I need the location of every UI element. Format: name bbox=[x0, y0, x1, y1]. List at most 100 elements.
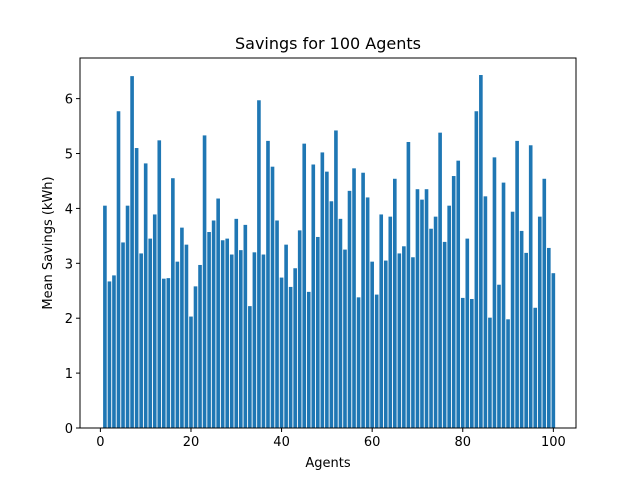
bar-agent-84 bbox=[479, 75, 483, 429]
plot-frame bbox=[79, 57, 577, 429]
bar-agent-11 bbox=[148, 238, 153, 428]
bar-agent-12 bbox=[152, 214, 157, 428]
bar-agent-19 bbox=[184, 244, 189, 428]
bar-agent-2 bbox=[107, 281, 112, 428]
bar-agent-20 bbox=[189, 316, 193, 428]
bar-agent-10 bbox=[143, 163, 148, 428]
bar-agent-63 bbox=[383, 260, 388, 428]
bar-agent-67 bbox=[402, 246, 406, 428]
bar-agent-50 bbox=[325, 171, 329, 428]
bar-agent-71 bbox=[420, 199, 424, 428]
bar-agent-42 bbox=[288, 286, 293, 428]
bar-agent-57 bbox=[356, 297, 361, 428]
bar-agent-35 bbox=[257, 100, 261, 429]
bar-agent-68 bbox=[406, 141, 411, 429]
bar-agent-14 bbox=[161, 278, 166, 428]
bar-agent-87 bbox=[492, 157, 497, 429]
bar-agent-53 bbox=[338, 218, 343, 428]
bar-agent-51 bbox=[329, 201, 334, 428]
bar-agent-61 bbox=[374, 294, 379, 428]
bar-agent-18 bbox=[180, 227, 184, 428]
bar-agent-49 bbox=[320, 152, 325, 429]
bar-agent-73 bbox=[429, 228, 433, 428]
bar-agent-41 bbox=[284, 244, 288, 428]
y-tick-label: 1 bbox=[65, 367, 73, 382]
x-tick-label: 40 bbox=[273, 435, 290, 450]
bar-agent-46 bbox=[306, 291, 311, 428]
bar-agent-5 bbox=[121, 242, 125, 428]
bar-agent-32 bbox=[243, 224, 248, 428]
bar-agent-75 bbox=[438, 132, 442, 428]
bar-agent-77 bbox=[447, 205, 451, 428]
bar-agent-78 bbox=[451, 176, 456, 428]
bar-agent-76 bbox=[442, 241, 447, 428]
bar-agent-45 bbox=[302, 143, 307, 428]
bar-agent-37 bbox=[266, 140, 270, 428]
y-tick-label: 0 bbox=[65, 422, 73, 437]
bar-agent-98 bbox=[542, 178, 547, 428]
bar-agent-69 bbox=[411, 257, 415, 428]
bar-agent-15 bbox=[166, 278, 171, 428]
x-tick-label: 80 bbox=[454, 435, 471, 450]
x-tick-label: 0 bbox=[96, 435, 104, 450]
bar-agent-90 bbox=[506, 319, 510, 428]
bar-agent-99 bbox=[547, 247, 551, 428]
bar-agent-43 bbox=[293, 268, 297, 428]
bars-group bbox=[103, 75, 556, 429]
bar-agent-58 bbox=[361, 172, 365, 428]
x-tick-label: 60 bbox=[364, 435, 381, 450]
bar-agent-96 bbox=[533, 307, 538, 428]
y-tick-label: 4 bbox=[65, 202, 73, 217]
bar-agent-4 bbox=[116, 111, 121, 428]
bar-agent-25 bbox=[211, 220, 216, 428]
bar-agent-48 bbox=[316, 236, 320, 428]
bar-agent-23 bbox=[202, 135, 207, 428]
bar-agent-21 bbox=[193, 286, 198, 428]
bar-agent-52 bbox=[334, 130, 338, 428]
bar-agent-44 bbox=[297, 230, 302, 428]
bar-agent-47 bbox=[311, 164, 316, 428]
bar-agent-56 bbox=[352, 168, 356, 428]
bar-agent-94 bbox=[524, 252, 528, 428]
bar-agent-88 bbox=[497, 284, 501, 428]
bar-agent-33 bbox=[248, 306, 252, 428]
y-tick-label: 3 bbox=[65, 257, 73, 272]
bar-agent-95 bbox=[528, 145, 533, 428]
y-tick-label: 5 bbox=[65, 148, 73, 163]
bar-agent-80 bbox=[460, 297, 465, 428]
bar-agent-79 bbox=[456, 160, 461, 428]
chart-title: Savings for 100 Agents bbox=[235, 34, 421, 53]
x-tick-label: 100 bbox=[541, 435, 566, 450]
x-axis-ticks: 0 20 40 60 80 100 bbox=[96, 428, 566, 450]
bar-agent-97 bbox=[537, 216, 542, 428]
bar-agent-24 bbox=[207, 232, 211, 428]
bar-agent-60 bbox=[370, 261, 374, 428]
bar-agent-29 bbox=[229, 254, 234, 428]
bar-agent-65 bbox=[393, 178, 397, 428]
bar-agent-74 bbox=[433, 216, 438, 428]
bar-agent-31 bbox=[238, 250, 243, 428]
bar-agent-38 bbox=[270, 166, 275, 428]
bar-agent-7 bbox=[130, 76, 134, 429]
bar-agent-28 bbox=[225, 238, 230, 428]
bar-agent-82 bbox=[470, 298, 474, 428]
y-axis-ticks: 0 1 2 3 4 5 6 bbox=[65, 93, 80, 437]
bar-agent-1 bbox=[103, 205, 107, 428]
bar-agent-64 bbox=[388, 216, 393, 428]
bar-agent-27 bbox=[220, 240, 225, 428]
bar-agent-40 bbox=[279, 277, 284, 428]
x-tick-label: 20 bbox=[183, 435, 200, 450]
bar-agent-70 bbox=[415, 189, 420, 428]
bar-agent-54 bbox=[343, 249, 347, 428]
bar-agent-3 bbox=[112, 275, 116, 428]
bar-agent-93 bbox=[519, 230, 524, 428]
bar-agent-86 bbox=[488, 317, 492, 428]
bar-agent-34 bbox=[252, 252, 257, 428]
bar-agent-36 bbox=[261, 254, 266, 428]
bar-agent-89 bbox=[501, 182, 506, 428]
x-axis-label: Agents bbox=[305, 456, 350, 471]
bar-agent-100 bbox=[551, 273, 556, 428]
bar-agent-66 bbox=[397, 253, 402, 428]
bar-agent-26 bbox=[216, 198, 220, 428]
